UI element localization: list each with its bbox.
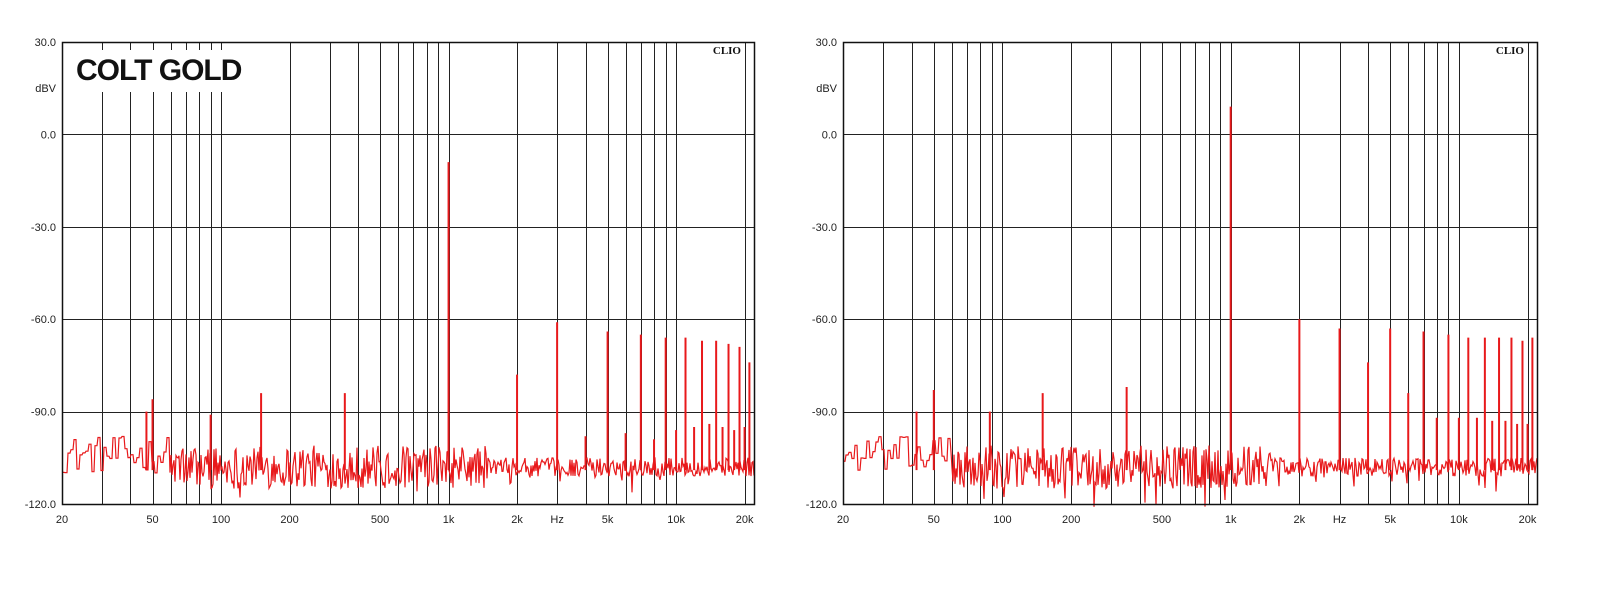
y-tick-label: -120.0	[806, 499, 837, 511]
y-tick-label: 0.0	[41, 129, 56, 141]
spectrum-trace	[843, 436, 1538, 507]
x-tick-label: 1k	[1225, 514, 1237, 526]
plot-frame	[842, 41, 1539, 506]
x-tick-label: 500	[1153, 514, 1171, 526]
y-tick-label: 0.0	[822, 129, 837, 141]
x-tick-label: 200	[1062, 514, 1080, 526]
y-tick-label: 30.0	[816, 37, 837, 49]
y-tick-label: -30.0	[812, 222, 837, 234]
peaks	[145, 162, 751, 471]
x-tick-label: 100	[993, 514, 1011, 526]
x-tick-label: 5k	[602, 514, 614, 526]
x-tick-label: 500	[371, 514, 389, 526]
x-tick-label: 20k	[736, 514, 754, 526]
chart-1: 30.0 0.0 -30.0 -60.0 -90.0 -120.0 dBV 20 50 100 20…	[25, 37, 756, 526]
x-tick-label: 2k	[511, 514, 523, 526]
y-tick-label: -90.0	[31, 407, 56, 419]
y-tick-label: -60.0	[812, 314, 837, 326]
x-tick-label: 200	[280, 514, 298, 526]
x-tick-label: 20	[837, 514, 849, 526]
x-tick-label: 2k	[1294, 514, 1306, 526]
title-backdrop	[72, 50, 250, 92]
clio-watermark: CLIO	[1496, 45, 1525, 57]
y-axis-unit: dBV	[35, 83, 56, 95]
grid-lines	[62, 42, 754, 505]
y-tick-label: -120.0	[25, 499, 56, 511]
x-tick-label: 100	[212, 514, 230, 526]
x-tick-label: 50	[928, 514, 940, 526]
x-tick-label: 50	[146, 514, 158, 526]
peaks	[915, 106, 1534, 471]
y-tick-label: -30.0	[31, 222, 56, 234]
x-tick-label: 10k	[1450, 514, 1468, 526]
x-tick-label: 20k	[1519, 514, 1537, 526]
y-axis-unit: dBV	[816, 83, 837, 95]
chart-title: COLT GOLD	[76, 54, 242, 87]
chart-2: 30.0 0.0 -30.0 -60.0 -90.0 -120.0 dBV 20 50 100 20…	[806, 37, 1539, 526]
x-tick-label: 1k	[443, 514, 455, 526]
x-tick-label: 5k	[1384, 514, 1396, 526]
grid-lines	[843, 42, 1537, 505]
clio-watermark: CLIO	[713, 45, 742, 57]
x-tick-label: 10k	[667, 514, 685, 526]
plot-frame	[61, 41, 756, 506]
y-tick-label: 30.0	[35, 37, 56, 49]
y-tick-label: -90.0	[812, 407, 837, 419]
spectrum-trace	[62, 435, 755, 498]
x-tick-label: Hz	[550, 514, 563, 526]
x-tick-label: Hz	[1333, 514, 1346, 526]
x-tick-label: 20	[56, 514, 68, 526]
y-tick-label: -60.0	[31, 314, 56, 326]
